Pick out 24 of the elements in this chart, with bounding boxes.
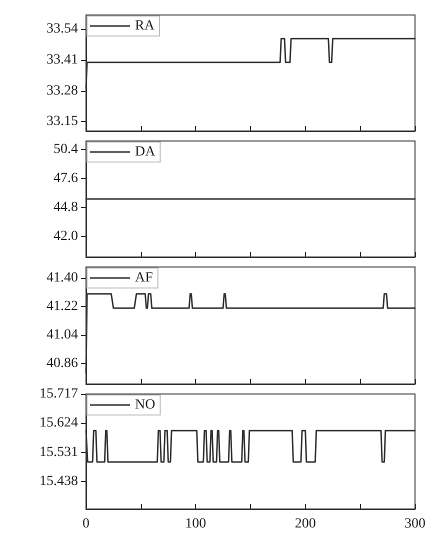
y-tick-label: 15.624 [40,416,78,431]
y-tick-label: 40.86 [46,356,78,371]
x-tick-label: 200 [294,516,316,532]
y-tick-label: 33.28 [46,83,78,98]
y-tick-label: 42.0 [54,228,78,244]
x-tick-label: 0 [82,516,90,532]
y-tick-label: 47.6 [54,170,78,186]
y-tick-label: 41.40 [46,270,78,286]
y-tick-label: 15.717 [40,386,78,402]
y-tick-label: 41.22 [46,299,78,314]
x-tick-label: 100 [185,516,206,532]
y-tick-label: 33.54 [46,22,78,37]
legend-label: DA [135,144,156,160]
y-tick-label: 15.438 [40,474,78,489]
y-tick-label: 41.04 [46,327,78,342]
legend-label: NO [135,398,156,412]
y-tick-label: 33.41 [46,52,78,68]
x-tick-label: 300 [404,516,426,532]
legend-label: AF [135,270,154,286]
y-tick-label: 15.531 [40,444,78,460]
legend-label: RA [135,18,156,34]
y-tick-label: 33.15 [46,114,78,130]
y-tick-label: 50.4 [54,142,78,157]
y-tick-label: 44.8 [54,200,78,215]
